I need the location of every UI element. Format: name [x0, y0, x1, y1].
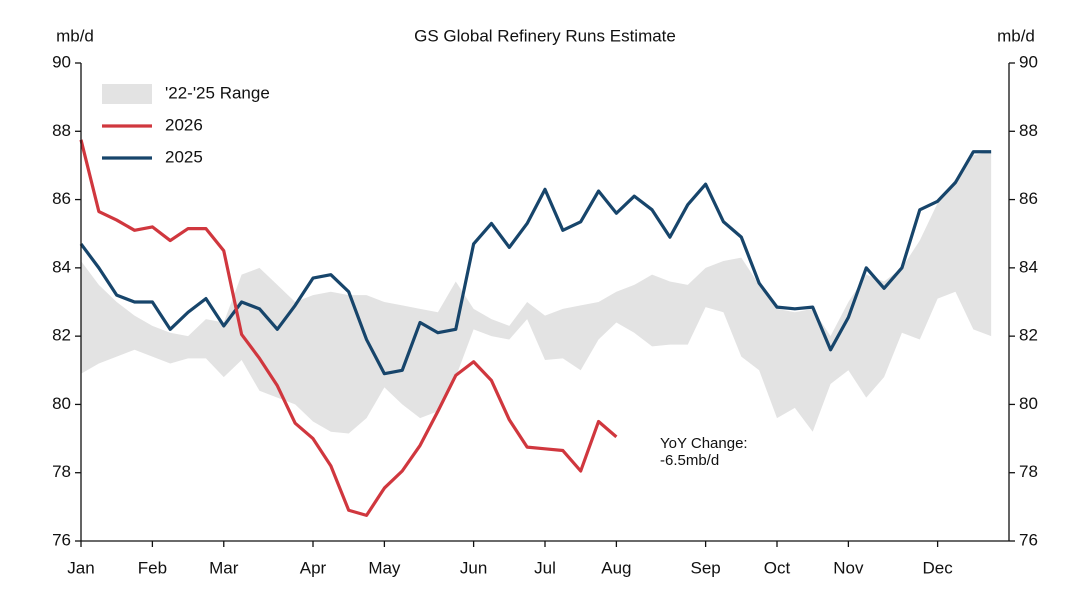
y2-tick-label: 82 [1019, 326, 1038, 345]
range-band [81, 151, 992, 434]
x-tick-label: Jul [534, 558, 556, 577]
y2-tick-label: 86 [1019, 189, 1038, 208]
series-line [79, 139, 618, 517]
x-tick-label: Nov [833, 558, 864, 577]
x-tick-label: Sep [690, 558, 720, 577]
y2-axis-label: mb/d [997, 26, 1035, 45]
x-tick-label: Aug [601, 558, 631, 577]
y-tick-label: 90 [52, 52, 71, 71]
legend-label: 2025 [165, 147, 203, 166]
annotation: YoY Change: [660, 435, 748, 452]
y-tick-label: 88 [52, 121, 71, 140]
x-tick-label: Dec [922, 558, 953, 577]
y-tick-label: 86 [52, 189, 71, 208]
y-tick-label: 78 [52, 462, 71, 481]
x-tick-label: May [368, 558, 401, 577]
x-tick-label: Feb [138, 558, 167, 577]
y2-tick-label: 88 [1019, 121, 1038, 140]
series-line [79, 150, 992, 376]
y-axis-label: mb/d [56, 26, 94, 45]
y2-tick-label: 76 [1019, 530, 1038, 549]
chart-title: GS Global Refinery Runs Estimate [414, 26, 676, 45]
y-tick-label: 80 [52, 394, 71, 413]
x-tick-label: Jan [67, 558, 94, 577]
x-tick-label: Mar [209, 558, 239, 577]
x-tick-label: Apr [300, 558, 327, 577]
y-tick-label: 82 [52, 326, 71, 345]
x-tick-label: Jun [460, 558, 487, 577]
legend-swatch [102, 84, 152, 104]
legend-label: 2026 [165, 115, 203, 134]
y2-tick-label: 80 [1019, 394, 1038, 413]
annotation: -6.5mb/d [660, 452, 719, 469]
y-tick-label: 84 [52, 257, 71, 276]
y2-tick-label: 84 [1019, 257, 1038, 276]
y2-tick-label: 78 [1019, 462, 1038, 481]
y-tick-label: 76 [52, 530, 71, 549]
x-tick-label: Oct [764, 558, 791, 577]
legend-label: '22-'25 Range [165, 83, 270, 102]
y2-tick-label: 90 [1019, 52, 1038, 71]
